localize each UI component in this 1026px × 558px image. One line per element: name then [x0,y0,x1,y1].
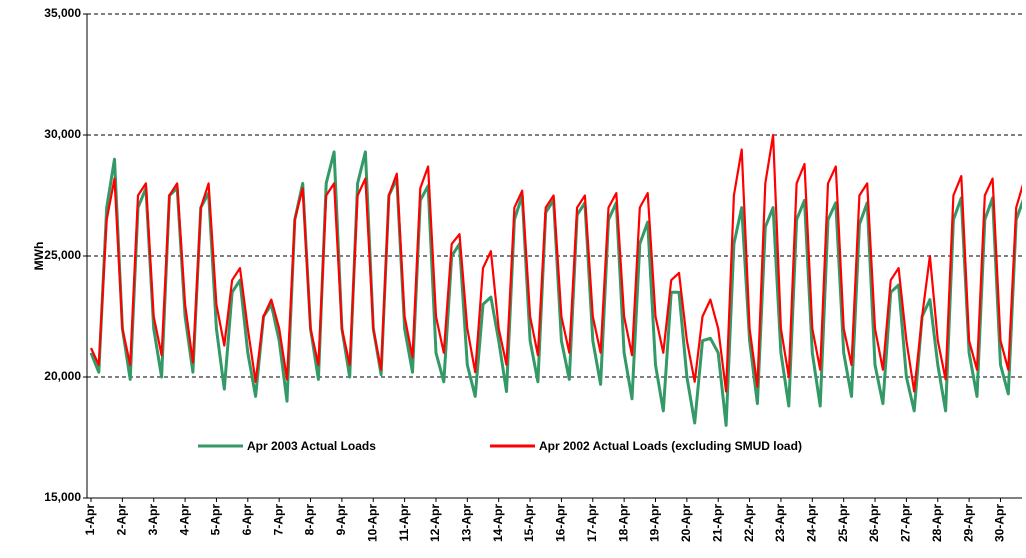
y-tick-label: 20,000 [44,369,81,383]
x-tick-label: 7-Apr [271,504,285,536]
x-tick-label: 27-Apr [899,504,913,542]
x-tick-label: 28-Apr [930,504,944,542]
y-tick-label: 25,000 [44,248,81,262]
x-tick-label: 23-Apr [773,504,787,542]
x-tick-label: 16-Apr [554,504,568,542]
x-tick-label: 1-Apr [83,504,97,536]
x-tick-label: 20-Apr [679,504,693,542]
x-tick-label: 12-Apr [428,504,442,542]
legend-label: Apr 2002 Actual Loads (excluding SMUD lo… [539,439,802,453]
x-tick-label: 22-Apr [742,504,756,542]
x-tick-label: 13-Apr [460,504,474,542]
series-line [90,133,1022,393]
legend-label: Apr 2003 Actual Loads [247,439,376,453]
x-tick-label: 17-Apr [585,504,599,542]
y-axis-title: MWh [32,242,46,271]
x-tick-label: 30-Apr [993,504,1007,542]
x-tick-label: 26-Apr [867,504,881,542]
x-tick-label: 14-Apr [491,504,505,542]
x-tick-label: 19-Apr [648,504,662,542]
x-tick-label: 10-Apr [365,504,379,542]
x-tick-label: 6-Apr [240,504,254,536]
x-tick-label: 15-Apr [522,504,536,542]
x-tick-label: 2-Apr [115,504,129,536]
x-tick-label: 25-Apr [836,504,850,542]
x-tick-label: 29-Apr [961,504,975,542]
y-tick-label: 35,000 [44,6,81,20]
x-tick-label: 21-Apr [710,504,724,542]
x-tick-label: 18-Apr [616,504,630,542]
x-tick-label: 8-Apr [303,504,317,536]
x-tick-label: 11-Apr [397,504,411,542]
y-tick-label: 15,000 [44,490,81,504]
x-tick-label: 9-Apr [334,504,348,536]
x-tick-label: 5-Apr [209,504,223,536]
x-tick-label: 24-Apr [804,504,818,542]
x-tick-label: 3-Apr [146,504,160,536]
y-tick-label: 30,000 [44,127,81,141]
x-tick-label: 4-Apr [177,504,191,536]
